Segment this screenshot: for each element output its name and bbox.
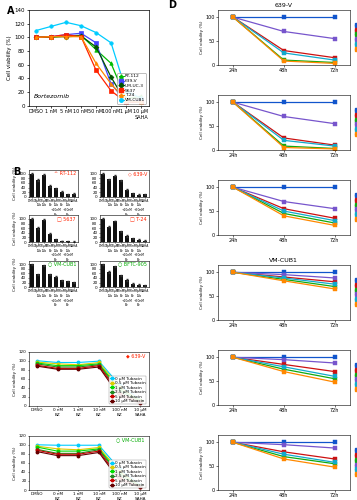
Legend: DMSO, 2.5 μM Saha, 5 μM Saha, 5 μM Tub, 5 Tub+ 2.5 μM S, 5 Tub+ 5 μM S: DMSO, 2.5 μM Saha, 5 μM Saha, 5 μM Tub, … bbox=[355, 448, 357, 478]
Y-axis label: Cell viability (%): Cell viability (%) bbox=[13, 446, 17, 480]
Text: D: D bbox=[168, 0, 176, 10]
Bar bbox=[137, 194, 141, 197]
Y-axis label: Cell viability (%): Cell viability (%) bbox=[13, 166, 17, 200]
Bar bbox=[48, 186, 52, 197]
Legend: DMSO, 25 μM Etop, 50 μM Etop, 5 μM Tub, 5 μM Tub + 25 μM Etop, 5 μM Tub + 50 μM : DMSO, 25 μM Etop, 50 μM Etop, 5 μM Tub, … bbox=[355, 363, 357, 392]
Text: ○ VM-CUB1: ○ VM-CUB1 bbox=[116, 438, 145, 442]
Text: A: A bbox=[7, 6, 15, 16]
Bar bbox=[125, 236, 129, 242]
Bar bbox=[113, 266, 117, 287]
Y-axis label: Cell viability (%): Cell viability (%) bbox=[200, 106, 204, 139]
Bar bbox=[60, 192, 64, 197]
Bar bbox=[101, 219, 105, 242]
Bar bbox=[30, 174, 34, 197]
Y-axis label: Cell viability (%): Cell viability (%) bbox=[13, 212, 17, 246]
Bar bbox=[60, 280, 64, 287]
Legend: DMSO, 25 μM Etop, 50 μM Etop, 5 μM Tub, 5 μM Tub + 25 μM Etop, 5 μM Tub + 50 μM : DMSO, 25 μM Etop, 50 μM Etop, 5 μM Tub, … bbox=[355, 108, 357, 137]
Title: 639-V: 639-V bbox=[275, 3, 293, 8]
Title: VM-CUB1: VM-CUB1 bbox=[270, 258, 298, 264]
Legend: RT-112, 639-V, UM-UC-3, 5637, T-24, VM-CUB1: RT-112, 639-V, UM-UC-3, 5637, T-24, VM-C… bbox=[117, 73, 146, 104]
Bar bbox=[119, 180, 123, 197]
Bar bbox=[125, 280, 129, 287]
Bar bbox=[66, 281, 70, 287]
Text: ○ VM-CUB1: ○ VM-CUB1 bbox=[47, 262, 76, 266]
Bar bbox=[143, 241, 147, 242]
Bar bbox=[131, 238, 135, 242]
Bar bbox=[119, 232, 123, 242]
Y-axis label: Cell viability (%): Cell viability (%) bbox=[13, 362, 17, 396]
Bar bbox=[137, 240, 141, 242]
Bar bbox=[48, 234, 52, 242]
Bar bbox=[54, 188, 58, 197]
Bar bbox=[137, 284, 141, 288]
Bar bbox=[143, 285, 147, 288]
Legend: 0 μM Tubacin, 0.5 μM Tubacin, 1 μM Tubacin, 2.5 μM Tubacin, 5 μM Tubacin, 10 μM : 0 μM Tubacin, 0.5 μM Tubacin, 1 μM Tubac… bbox=[109, 460, 146, 488]
Bar bbox=[143, 194, 147, 197]
Text: ^ RT-112: ^ RT-112 bbox=[54, 171, 76, 176]
Text: ○ BFTC-905: ○ BFTC-905 bbox=[118, 262, 147, 266]
Bar bbox=[54, 240, 58, 242]
Y-axis label: Cell viability (%): Cell viability (%) bbox=[200, 190, 204, 224]
Y-axis label: Cell viability (%): Cell viability (%) bbox=[200, 20, 204, 54]
Bar bbox=[36, 180, 40, 197]
Text: B: B bbox=[13, 167, 20, 177]
Bar bbox=[119, 276, 123, 287]
Bar bbox=[101, 264, 105, 287]
Bar bbox=[131, 193, 135, 197]
Bar bbox=[101, 174, 105, 197]
Bar bbox=[113, 221, 117, 242]
Text: ◇ 639-V: ◇ 639-V bbox=[128, 171, 147, 176]
Bar bbox=[42, 175, 46, 197]
Bar bbox=[72, 282, 76, 288]
Y-axis label: Cell viability (%): Cell viability (%) bbox=[200, 446, 204, 480]
Bar bbox=[48, 274, 52, 287]
Legend: DMSO, 2.5 μM Saha, 5 μM Saha, 5 μM Tub, 5 Tub+ 2.5 μM S, 5 Tub+ 5 μM S: DMSO, 2.5 μM Saha, 5 μM Saha, 5 μM Tub, … bbox=[355, 192, 357, 222]
Bar bbox=[72, 194, 76, 197]
Text: Bortezomib: Bortezomib bbox=[33, 94, 70, 99]
Y-axis label: Cell viability (%): Cell viability (%) bbox=[200, 276, 204, 310]
Bar bbox=[125, 190, 129, 197]
Bar bbox=[36, 228, 40, 242]
Bar bbox=[36, 274, 40, 287]
Bar bbox=[113, 176, 117, 197]
Bar bbox=[30, 264, 34, 287]
Bar bbox=[107, 272, 111, 287]
Legend: DMSO, 100 nM Doxo, 200 nM Doxo, 5 μM Tub, 5 μM Tub + 100 nM Doxo, 5 μM Tub + 200: DMSO, 100 nM Doxo, 200 nM Doxo, 5 μM Tub… bbox=[355, 278, 357, 308]
Legend: 0 μM Tubacin, 0.5 μM Tubacin, 1 μM Tubacin, 2.5 μM Tubacin, 5 μM Tubacin, 10 μM : 0 μM Tubacin, 0.5 μM Tubacin, 1 μM Tubac… bbox=[109, 376, 146, 404]
Bar bbox=[30, 219, 34, 242]
Bar bbox=[131, 284, 135, 288]
Bar bbox=[42, 265, 46, 287]
Y-axis label: Cell viability (%): Cell viability (%) bbox=[13, 257, 17, 290]
Y-axis label: Cell viability (%): Cell viability (%) bbox=[200, 361, 204, 394]
Legend: DMSO, 100 nM Doxo, 200 nM Doxo, 5 μM Tub, 5 μM Tub + 100 nM Doxo, 5 μM Tub + 200: DMSO, 100 nM Doxo, 200 nM Doxo, 5 μM Tub… bbox=[355, 22, 357, 52]
Bar bbox=[60, 241, 64, 242]
Text: □ 5637: □ 5637 bbox=[57, 216, 76, 221]
Bar bbox=[54, 276, 58, 287]
Bar bbox=[42, 220, 46, 242]
Bar bbox=[107, 179, 111, 197]
Bar bbox=[107, 226, 111, 242]
Text: □ T-24: □ T-24 bbox=[130, 216, 147, 221]
Bar bbox=[66, 194, 70, 197]
Y-axis label: Cell viability (%): Cell viability (%) bbox=[7, 36, 12, 80]
Text: ◆ 639-V: ◆ 639-V bbox=[126, 354, 145, 358]
